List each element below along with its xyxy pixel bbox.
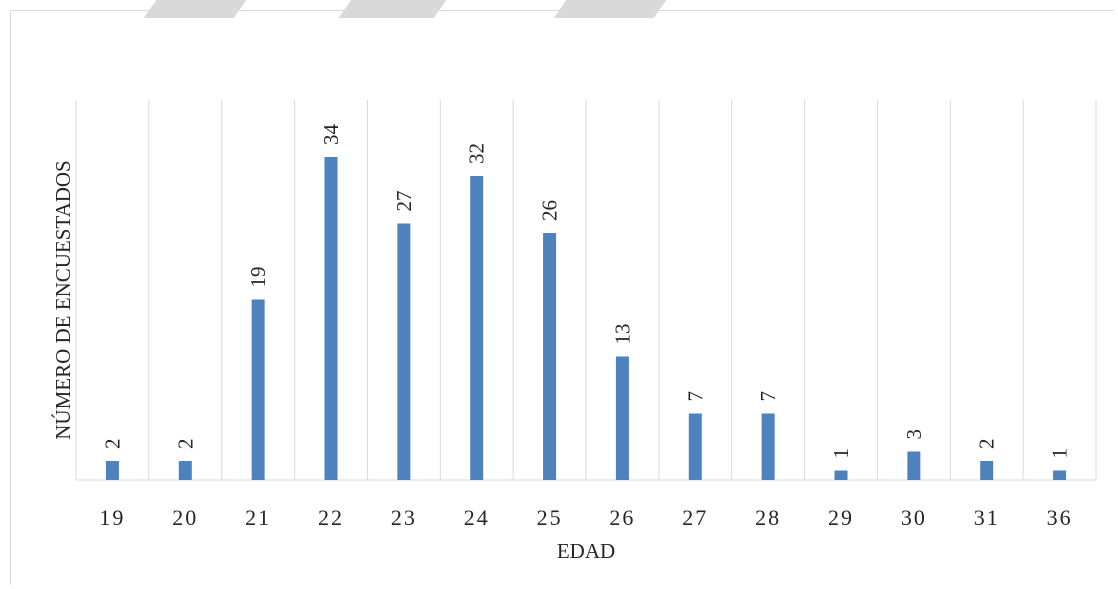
data-label: 19 [246, 267, 270, 288]
x-tick-label: 28 [755, 505, 781, 530]
data-label: 13 [610, 324, 634, 345]
data-label: 2 [975, 439, 999, 450]
bar [615, 356, 629, 480]
bar [980, 461, 994, 480]
data-label: 26 [538, 200, 562, 221]
x-tick-label: 29 [828, 505, 854, 530]
bar [907, 451, 921, 480]
x-tick-label: 25 [537, 505, 563, 530]
x-tick-label: 20 [172, 505, 198, 530]
data-label: 2 [100, 439, 124, 450]
data-label: 1 [1048, 448, 1072, 459]
x-tick-label: 21 [245, 505, 271, 530]
x-tick-label: 30 [901, 505, 927, 530]
data-label: 3 [902, 429, 926, 440]
x-tick-label: 27 [682, 505, 708, 530]
x-tick-label: 23 [391, 505, 417, 530]
bar [324, 157, 338, 480]
data-label: 2 [173, 439, 197, 450]
bar [688, 413, 702, 480]
data-label: 34 [319, 124, 343, 146]
gridlines [75, 100, 1097, 481]
x-tick-label: 26 [609, 505, 635, 530]
data-label: 1 [829, 448, 853, 459]
x-tick-labels: 19 20 21 22 23 24 25 26 27 28 29 30 31 36 [99, 505, 1073, 530]
data-label: 32 [465, 143, 489, 164]
x-tick-label: 24 [464, 505, 490, 530]
bar [761, 413, 775, 480]
bar [543, 233, 557, 480]
data-label: 7 [756, 391, 780, 402]
bar [105, 461, 119, 480]
bar [470, 176, 484, 480]
x-axis-title: EDAD [557, 539, 615, 563]
bars [105, 157, 1067, 480]
bar [834, 470, 848, 480]
bar [397, 223, 411, 480]
data-label: 7 [683, 391, 707, 402]
y-axis-title: NÚMERO DE ENCUESTADOS [51, 160, 75, 440]
data-label: 27 [392, 191, 416, 212]
x-tick-label: 31 [974, 505, 1000, 530]
bar [1053, 470, 1067, 480]
x-tick-label: 22 [318, 505, 344, 530]
x-tick-label: 36 [1047, 505, 1073, 530]
bar [251, 299, 265, 480]
bar [178, 461, 192, 480]
x-tick-label: 19 [99, 505, 125, 530]
